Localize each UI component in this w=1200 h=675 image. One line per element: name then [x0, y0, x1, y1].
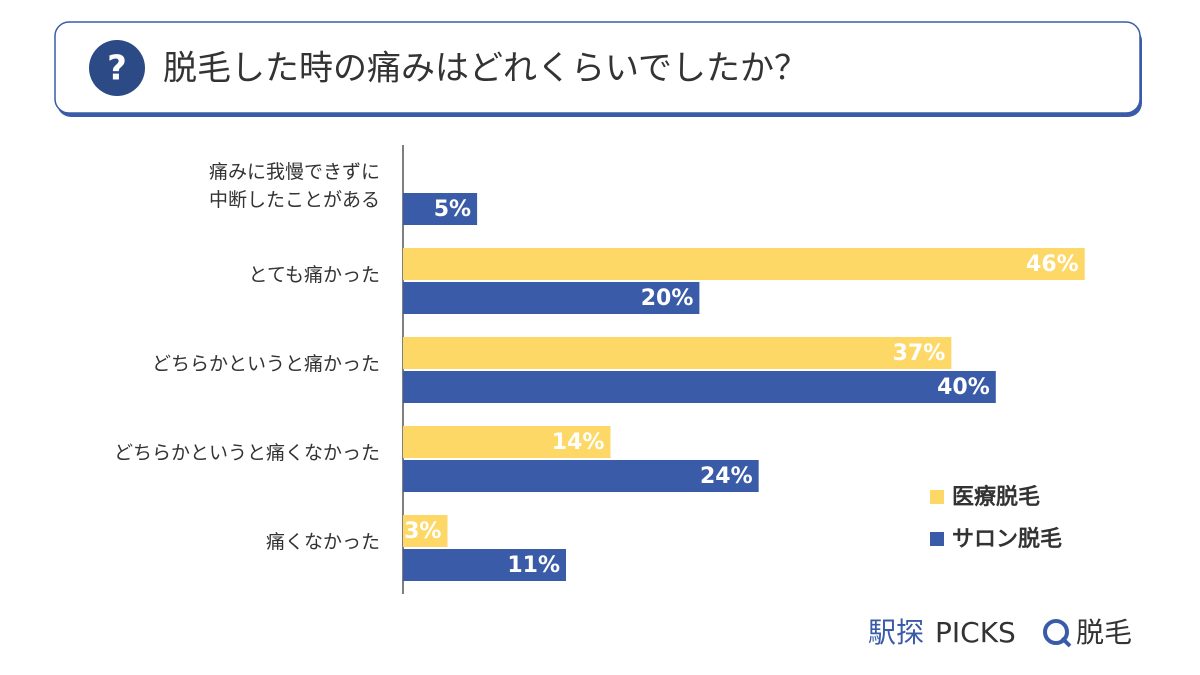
title-box [54, 21, 1141, 114]
logo-icon-handle [1060, 636, 1072, 648]
category-label-box: とても痛かった [248, 263, 380, 286]
bar [403, 426, 611, 458]
legend-label: サロン脱毛 [952, 527, 1062, 552]
bar [403, 282, 700, 314]
logo-product: PICKS [935, 616, 1016, 649]
title-icon-text: ? [107, 49, 127, 89]
logo-icon [1043, 619, 1069, 645]
y-tick-label: どちらかというと痛くなかった [113, 441, 380, 464]
value-label: 46% [1026, 252, 1079, 277]
y-tick-label: 痛くなかった [265, 530, 380, 553]
category-label-box: どちらかというと痛くなかった [113, 441, 380, 464]
value-label: 3% [404, 519, 441, 544]
value-label: 14% [552, 430, 605, 455]
value-label: 37% [893, 341, 946, 366]
value-label: 11% [507, 553, 560, 578]
bar [403, 460, 759, 492]
bar [403, 515, 448, 547]
value-label: 40% [937, 375, 990, 400]
category-label-box: 痛くなかった [265, 530, 380, 553]
value-label: 24% [700, 464, 753, 489]
bar [403, 193, 478, 225]
value-label: 5% [434, 197, 471, 222]
bar [403, 248, 1085, 280]
bar [403, 371, 996, 403]
category-label-box: どちらかというと痛かった [151, 352, 380, 375]
logo-brand: 駅探 [868, 616, 924, 649]
chart-title: 脱毛した時の痛みはどれくらいでしたか？ [163, 49, 808, 89]
y-tick-label: とても痛かった [248, 263, 380, 286]
y-tick-label: どちらかというと痛かった [151, 352, 380, 375]
legend-swatch [930, 490, 944, 504]
legend-label: 医療脱毛 [952, 484, 1040, 510]
y-tick-label: 痛みに我慢できずに 中断したことがある [208, 160, 380, 212]
legend-swatch [930, 532, 944, 546]
logo-topic: 脱毛 [1076, 616, 1132, 649]
category-label-box: 痛みに我慢できずに 中断したことがある [208, 160, 380, 212]
bar [403, 337, 952, 369]
bar [403, 549, 567, 581]
title-icon [89, 40, 145, 96]
value-label: 20% [641, 286, 694, 311]
